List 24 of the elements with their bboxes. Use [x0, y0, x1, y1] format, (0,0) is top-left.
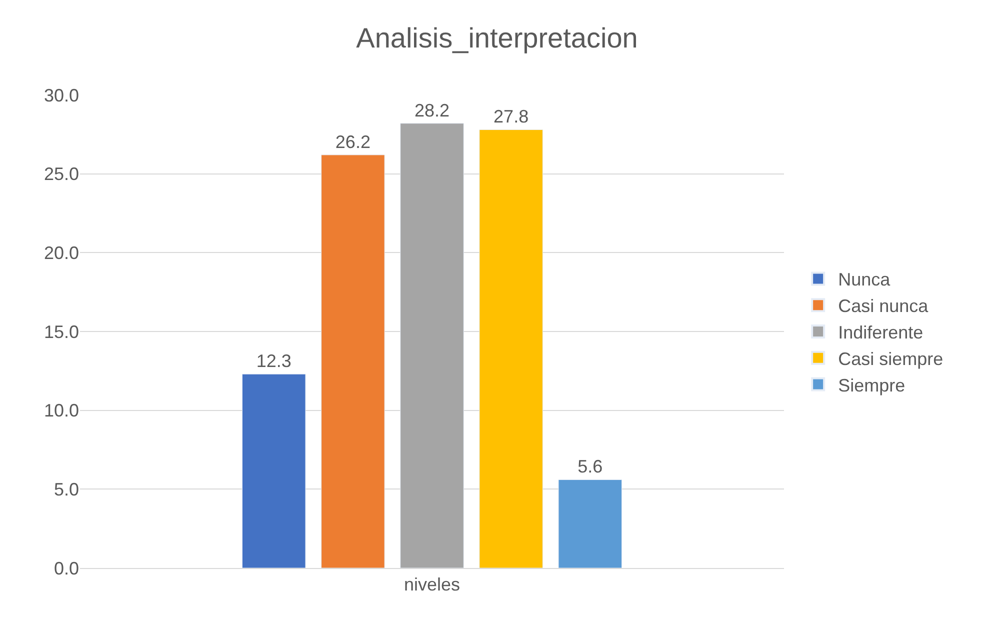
bar	[400, 123, 464, 568]
y-tick-label: 15.0	[44, 322, 79, 342]
bar	[558, 479, 622, 568]
legend-label: Casi siempre	[838, 348, 944, 369]
y-tick-label: 0.0	[54, 558, 79, 578]
y-tick-label: 10.0	[44, 400, 79, 421]
data-label: 5.6	[578, 456, 603, 477]
y-tick-label: 25.0	[44, 164, 79, 184]
y-tick-label: 5.0	[54, 479, 79, 500]
data-label: 26.2	[335, 132, 370, 152]
data-label: 27.8	[494, 106, 529, 127]
y-tick-label: 20.0	[44, 242, 79, 263]
bar	[321, 154, 385, 568]
chart-title: Analisis_interpretacion	[356, 22, 638, 54]
bar	[479, 129, 543, 568]
data-label: 28.2	[414, 100, 450, 120]
x-tick-label: niveles	[404, 574, 460, 595]
data-label: 12.3	[256, 351, 292, 372]
y-tick-label: 30.0	[44, 85, 79, 106]
legend-label: Siempre	[838, 375, 906, 396]
legend-label: Casi nunca	[838, 296, 930, 316]
bar	[242, 374, 306, 568]
legend-label: Indiferente	[838, 322, 924, 343]
legend-label: Nunca	[838, 270, 892, 290]
